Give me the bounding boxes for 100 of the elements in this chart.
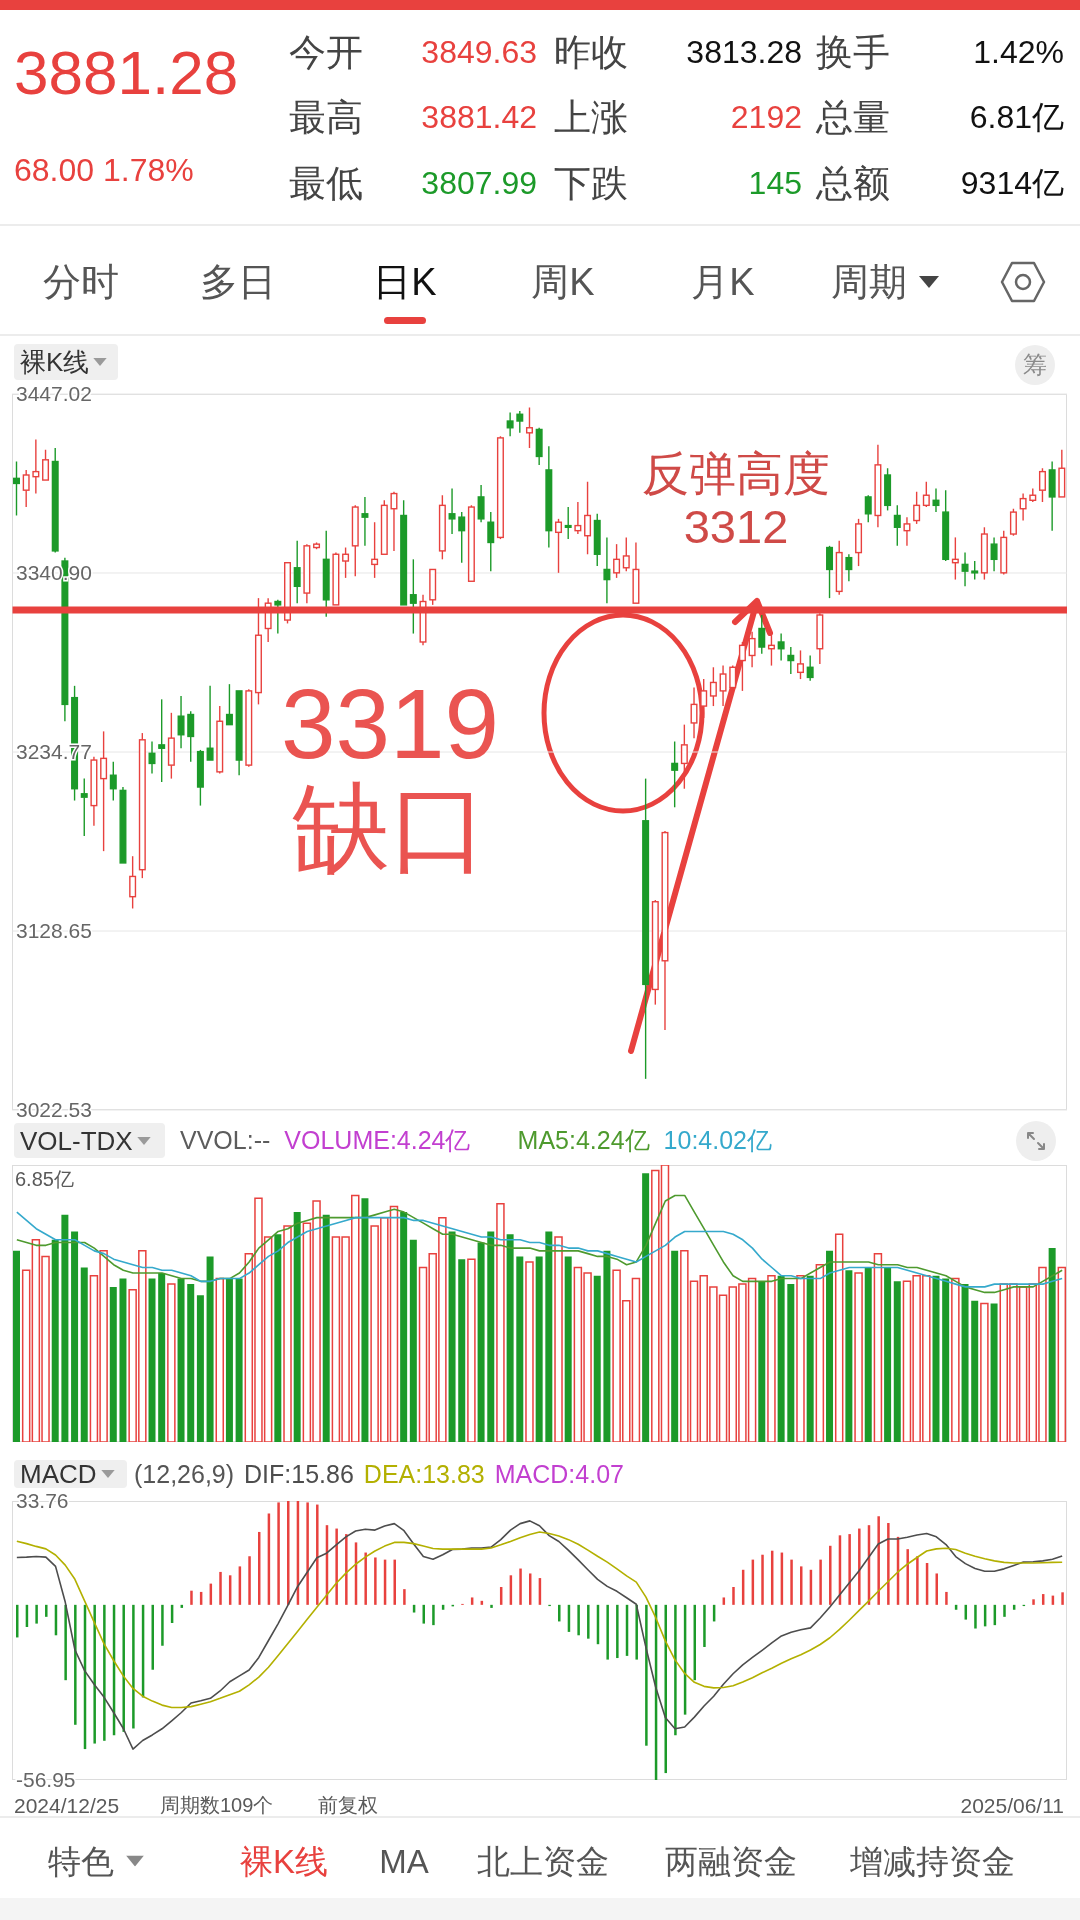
bar bbox=[206, 1256, 214, 1442]
text: 6.81亿 bbox=[969, 99, 1064, 135]
text: 特色 bbox=[48, 1842, 114, 1880]
bar bbox=[219, 1571, 222, 1605]
bar bbox=[848, 1534, 851, 1605]
candlestick bbox=[448, 487, 456, 535]
bar bbox=[829, 1545, 832, 1605]
candlestick bbox=[1019, 492, 1027, 522]
bar bbox=[400, 1212, 408, 1442]
bar bbox=[932, 1275, 940, 1442]
candlestick bbox=[148, 740, 156, 775]
text: 今开 bbox=[289, 31, 363, 73]
candlestick bbox=[903, 516, 911, 547]
bar bbox=[796, 1275, 805, 1442]
bar bbox=[1003, 1604, 1006, 1617]
bar bbox=[674, 1604, 677, 1736]
bar bbox=[854, 1272, 863, 1442]
bar bbox=[277, 1502, 280, 1605]
text: 两融资金 bbox=[665, 1842, 797, 1880]
bar bbox=[826, 1250, 834, 1442]
candlestick bbox=[661, 830, 669, 1031]
text: VVOL:-- bbox=[180, 1126, 271, 1154]
bar bbox=[158, 1273, 166, 1442]
text: MACD:4.07 bbox=[494, 1459, 624, 1488]
bar bbox=[93, 1604, 96, 1744]
bar bbox=[80, 1267, 88, 1442]
y-tick-label: 3022.53 bbox=[16, 1098, 92, 1121]
text: VOLUME:4.24亿 bbox=[284, 1126, 471, 1154]
candlestick bbox=[22, 469, 30, 508]
candlestick bbox=[990, 536, 998, 572]
candlestick bbox=[535, 427, 543, 466]
bar bbox=[516, 1256, 524, 1442]
bar bbox=[564, 1256, 572, 1442]
candlestick bbox=[642, 777, 650, 1080]
bar bbox=[283, 1225, 292, 1442]
bar bbox=[293, 1212, 301, 1442]
bar bbox=[787, 1284, 795, 1442]
candlestick bbox=[680, 723, 688, 790]
candlestick bbox=[603, 536, 611, 604]
bar bbox=[215, 1277, 225, 1442]
bar bbox=[74, 1604, 77, 1725]
bar bbox=[1048, 1248, 1056, 1442]
bar bbox=[119, 1278, 127, 1442]
candlestick bbox=[874, 443, 882, 528]
bar bbox=[187, 1284, 195, 1442]
candlestick bbox=[564, 506, 572, 540]
text: 68.00 1.78% bbox=[14, 152, 194, 188]
bar bbox=[335, 1528, 338, 1605]
bar bbox=[35, 1604, 38, 1624]
bar bbox=[790, 1559, 793, 1605]
bar bbox=[906, 1549, 909, 1605]
bar bbox=[961, 1284, 969, 1442]
bar bbox=[403, 1589, 406, 1605]
bar bbox=[758, 1281, 766, 1442]
bar bbox=[345, 1534, 348, 1605]
bar bbox=[990, 1303, 998, 1442]
chart-subtitle: (12,26,9) bbox=[134, 1459, 235, 1488]
line-series bbox=[16, 1520, 1063, 1750]
candlestick bbox=[516, 410, 524, 434]
bar bbox=[974, 1604, 977, 1629]
text: 145 bbox=[748, 165, 802, 201]
text: 上涨 bbox=[554, 96, 628, 138]
candlestick bbox=[293, 540, 301, 604]
text: MA bbox=[379, 1842, 429, 1880]
text: 换手 bbox=[816, 31, 890, 73]
candlestick bbox=[100, 730, 108, 852]
bar bbox=[13, 1250, 20, 1442]
line-series bbox=[16, 1531, 1063, 1709]
bar bbox=[732, 1587, 735, 1605]
y-tick-label: 3128.65 bbox=[16, 919, 92, 942]
bar bbox=[819, 1559, 822, 1605]
candlestick bbox=[409, 558, 417, 635]
bar bbox=[458, 1259, 466, 1442]
text: 裸K线 bbox=[239, 1842, 329, 1880]
text: 3849.63 bbox=[421, 34, 537, 70]
bar bbox=[167, 1283, 176, 1442]
bar bbox=[21, 1269, 31, 1442]
bar bbox=[1057, 1266, 1067, 1442]
bar bbox=[409, 1239, 417, 1442]
bar bbox=[884, 1267, 892, 1442]
bar bbox=[767, 1275, 776, 1442]
bar bbox=[109, 1286, 117, 1442]
text: 10:4.02亿 bbox=[663, 1126, 772, 1154]
bar bbox=[887, 1523, 890, 1605]
bar bbox=[761, 1554, 764, 1605]
bar bbox=[616, 1604, 619, 1659]
text: 月K bbox=[691, 261, 755, 303]
bar bbox=[845, 1270, 853, 1442]
bar bbox=[834, 1233, 844, 1442]
candlestick bbox=[584, 481, 592, 555]
bar bbox=[545, 1231, 553, 1442]
text: 周期数109个 bbox=[160, 1794, 274, 1816]
bar bbox=[490, 1604, 493, 1608]
bar bbox=[935, 1573, 938, 1605]
bar bbox=[606, 1604, 609, 1660]
text: 下跌 bbox=[554, 162, 628, 204]
bar bbox=[190, 1590, 193, 1605]
text: 2192 bbox=[730, 99, 802, 135]
bar bbox=[322, 1214, 330, 1442]
text: 筹 bbox=[1023, 351, 1047, 378]
